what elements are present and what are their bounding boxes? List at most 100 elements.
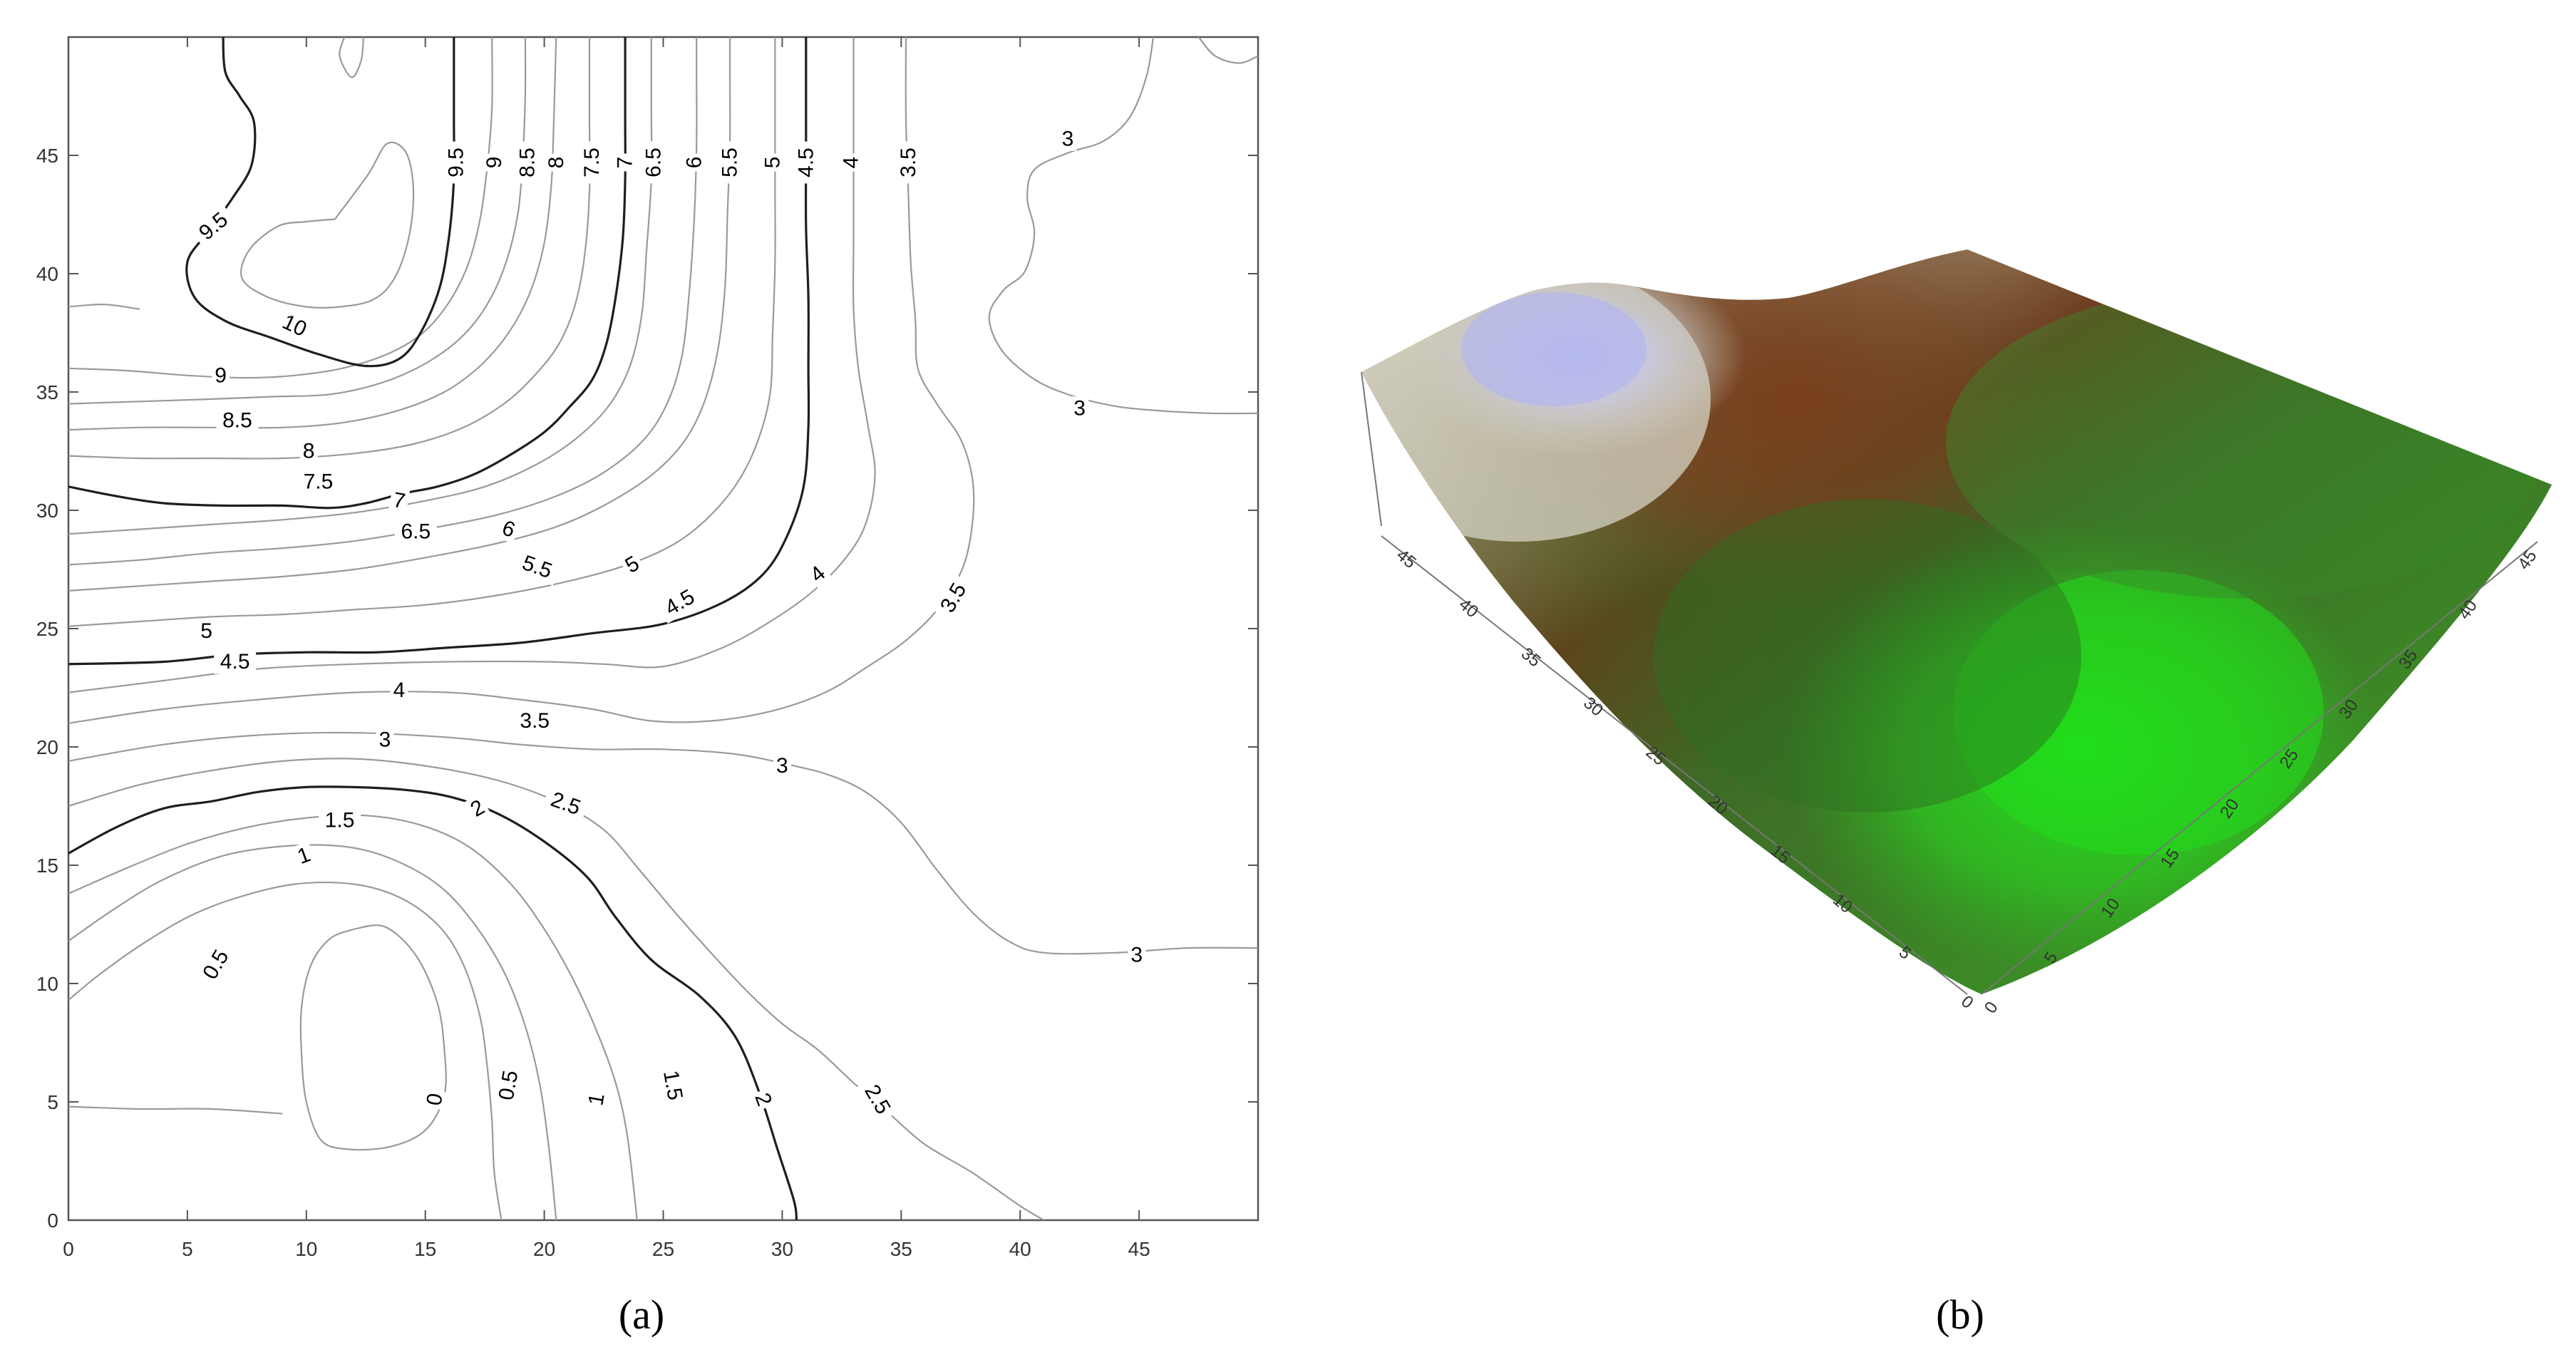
- contour-label-bg: [613, 153, 638, 172]
- contour-label-bg: [515, 141, 540, 184]
- contour-label: 3: [1130, 944, 1143, 967]
- contour-line-10: [240, 141, 415, 309]
- contour-label-bg: [932, 573, 975, 622]
- contour-line-2: [68, 785, 798, 1220]
- contour-label-bg: [216, 408, 259, 433]
- x-tick-label: 30: [771, 1238, 793, 1260]
- contour-label-bg: [513, 708, 556, 733]
- contour-label-bg: [195, 940, 237, 989]
- contour-label: 3: [776, 754, 788, 778]
- contour-label: 6.5: [401, 520, 431, 543]
- contour-label-bg: [1071, 396, 1089, 421]
- x-tick-label: 45: [1128, 1238, 1150, 1260]
- surface-left-tick: 0: [1957, 992, 1977, 1013]
- contour-label-bg: [421, 1088, 448, 1110]
- contour-label-bg: [681, 153, 706, 172]
- contour-label-bg: [463, 793, 492, 824]
- contour-label: 9: [483, 157, 506, 169]
- y-tick-label: 25: [36, 618, 58, 640]
- panel-a-caption: (a): [619, 1291, 664, 1338]
- contour-line-7-5: [68, 37, 591, 460]
- contour-label-bg: [761, 153, 785, 172]
- y-tick-label: 45: [36, 145, 58, 167]
- y-tick-label: 10: [36, 973, 58, 995]
- contour-label-bg: [839, 153, 864, 172]
- contour-label-bg: [212, 363, 230, 388]
- y-tick-label: 30: [36, 500, 58, 522]
- surface-left-tick: 35: [1518, 644, 1545, 671]
- contour-label-bg: [297, 470, 339, 495]
- y-tick-label: 0: [47, 1209, 58, 1232]
- contour-label: 1.5: [659, 1068, 687, 1102]
- contour-label-bg: [803, 559, 833, 589]
- contour-label-bg: [299, 439, 318, 463]
- contour-label: 3.5: [897, 148, 920, 177]
- plot-frame: [67, 36, 1259, 1222]
- contour-line-1: [68, 844, 557, 1220]
- x-tick-label: 0: [63, 1238, 74, 1260]
- y-tick-label: 5: [47, 1091, 58, 1113]
- contour-label: 5: [200, 619, 212, 643]
- contour-label: 3: [1062, 127, 1074, 150]
- contour-label: 8.5: [516, 148, 540, 177]
- left-axis: [1381, 535, 1968, 995]
- y-tick-label: 15: [36, 855, 58, 877]
- contour-line-8-5: [68, 37, 527, 405]
- panel-b-caption: (b): [1936, 1291, 1984, 1338]
- x-tick-label: 20: [533, 1238, 555, 1260]
- contour-label: 1.5: [325, 808, 355, 832]
- contour-label-bg: [513, 548, 562, 586]
- contour-label-bg: [618, 549, 646, 580]
- contour-label: 3.5: [520, 709, 550, 733]
- contour-line-8: [68, 37, 557, 431]
- x-tick-label: 10: [295, 1238, 317, 1260]
- contour-label-bg: [748, 1087, 778, 1113]
- contour-label-bg: [856, 1075, 899, 1124]
- contour-label: 5.5: [718, 148, 741, 177]
- contour-line-3: [988, 37, 1258, 415]
- contour-label: 8: [303, 440, 315, 463]
- surface-right-tick: 45: [2514, 547, 2540, 573]
- contour-line-1-5: [68, 814, 638, 1220]
- contour-line-5: [68, 37, 776, 627]
- contour-label-bg: [444, 141, 469, 184]
- y-tick-label: 40: [36, 263, 58, 285]
- contour-label-bg: [214, 649, 257, 674]
- contour-label-bg: [495, 515, 522, 544]
- contour-label: 7: [614, 157, 637, 169]
- contour-line-6-5: [68, 37, 653, 535]
- contour-label-bg: [388, 487, 411, 515]
- contour-label: 4.5: [794, 148, 818, 177]
- contour-label-bg: [773, 753, 791, 778]
- x-tick-label: 40: [1009, 1238, 1031, 1260]
- contour-label-bg: [197, 619, 216, 644]
- z-axis: [1361, 371, 1382, 527]
- contour-lines: [68, 37, 1258, 1220]
- contour-label-bg: [579, 141, 604, 184]
- contour-line-4: [68, 37, 876, 693]
- contour-label-bg: [1128, 943, 1146, 968]
- contour-label-bg: [482, 153, 507, 172]
- contour-line-2-5: [68, 758, 1045, 1220]
- contour-label-bg: [319, 808, 361, 832]
- contour-label-bg: [394, 519, 437, 544]
- contour-label-bg: [793, 141, 818, 184]
- contour-label-bg: [390, 678, 408, 703]
- contour-label-bg: [583, 1088, 610, 1110]
- contour-label: 7.5: [304, 470, 334, 494]
- contour-label: 8.5: [222, 408, 252, 432]
- contour-line-6: [68, 37, 698, 566]
- contour-line-0: [299, 924, 447, 1151]
- contour-label: 3: [379, 728, 391, 752]
- contour-label: 5: [761, 157, 785, 169]
- surface-left-tick: 40: [1455, 594, 1482, 621]
- surface-left-tick: 45: [1393, 545, 1420, 572]
- x-tick-label: 25: [652, 1238, 674, 1260]
- contour-label: 9: [215, 363, 227, 387]
- contour-label: 3: [1073, 397, 1086, 420]
- contour-label: 4: [840, 157, 863, 169]
